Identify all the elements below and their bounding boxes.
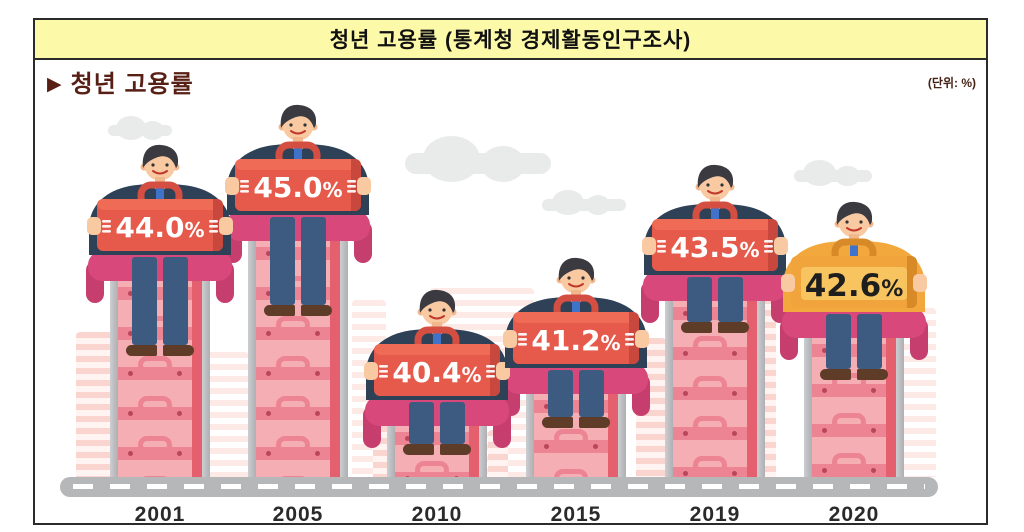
worker-figure: 40.4% [352,288,522,400]
briefcase-stack [804,332,904,477]
briefcase-row [673,456,747,477]
briefcase-row [812,453,886,477]
cloud-icon [803,160,837,187]
figure-shoe [681,322,712,333]
briefcase-stack [665,295,765,477]
briefcase-row [256,436,330,477]
briefcase-row [118,356,192,397]
figure-leg [857,314,882,369]
figure-leg [409,402,434,444]
worker-figure: 43.5% [630,163,800,275]
briefcase-row [256,316,330,357]
briefcase-row [812,373,886,414]
support-pole [479,420,487,477]
chair-seat [226,211,370,241]
support-pole [387,420,395,477]
worker-figure: 44.0% [75,143,245,255]
briefcase-row [812,413,886,454]
figure-shoe [542,417,573,428]
x-axis-label: 2020 [828,503,880,526]
briefcase-stack [387,420,487,477]
briefcase-row [256,396,330,437]
chair-seat [88,251,232,281]
x-axis-label: 2019 [689,503,741,526]
briefcase-row [534,429,608,470]
chair-seat [782,308,926,338]
briefcase-row [118,436,192,477]
chair-seat [365,396,509,426]
cloud-icon [480,145,525,182]
svg-text:41.2%: 41.2% [531,324,620,357]
briefcase-row [673,416,747,457]
figure-shoe [403,444,434,455]
support-pole [526,388,534,477]
figure-leg [163,257,188,345]
support-pole [804,332,812,477]
x-axis-label: 2015 [550,503,602,526]
cloud-icon [585,195,610,216]
x-axis-label: 2001 [134,503,186,526]
figure-shoe [163,345,194,356]
figure-leg [826,314,851,369]
figure-leg [301,217,326,305]
briefcase-stack [248,235,348,477]
briefcase-row [395,461,469,477]
figure-leg [718,277,743,322]
figure-leg [579,370,604,417]
chair-seat [643,271,787,301]
support-pole [665,295,673,477]
briefcase-row [673,376,747,417]
figure-shoe [126,345,157,356]
support-pole [248,235,256,477]
support-pole [757,295,765,477]
figure-leg [548,370,573,417]
figure-leg [132,257,157,345]
cloud-icon [552,190,584,216]
cloud-icon [542,199,626,211]
background-building [76,332,112,477]
briefcase-row [673,336,747,377]
support-pole [110,275,118,477]
figure-shoe [264,305,295,316]
cloud-icon [115,116,146,140]
cloud-icon [834,165,860,187]
support-pole [202,275,210,477]
figure-shoe [857,369,888,380]
support-pole [896,332,904,477]
figure-shoe [718,322,749,333]
worker-figure: 42.6% [769,200,939,312]
support-pole [340,235,348,477]
figure-shoe [440,444,471,455]
briefcase-row [534,469,608,477]
briefcase-row [118,396,192,437]
x-axis-label: 2010 [411,503,463,526]
road [60,477,938,497]
cloud-icon [141,121,165,140]
briefcase-row [256,356,330,397]
briefcase-stack [110,275,210,477]
x-axis-label: 2005 [272,503,324,526]
figure-leg [687,277,712,322]
figure-shoe [579,417,610,428]
figure-shoe [820,369,851,380]
figure-leg [270,217,295,305]
figure-shoe [301,305,332,316]
chair-seat [504,364,648,394]
briefcase-stack [526,388,626,477]
worker-figure: 45.0% [213,103,383,215]
support-pole [618,388,626,477]
figure-leg [440,402,465,444]
cloud-icon [422,136,480,182]
worker-figure: 41.2% [491,256,661,368]
background-building [205,352,249,477]
